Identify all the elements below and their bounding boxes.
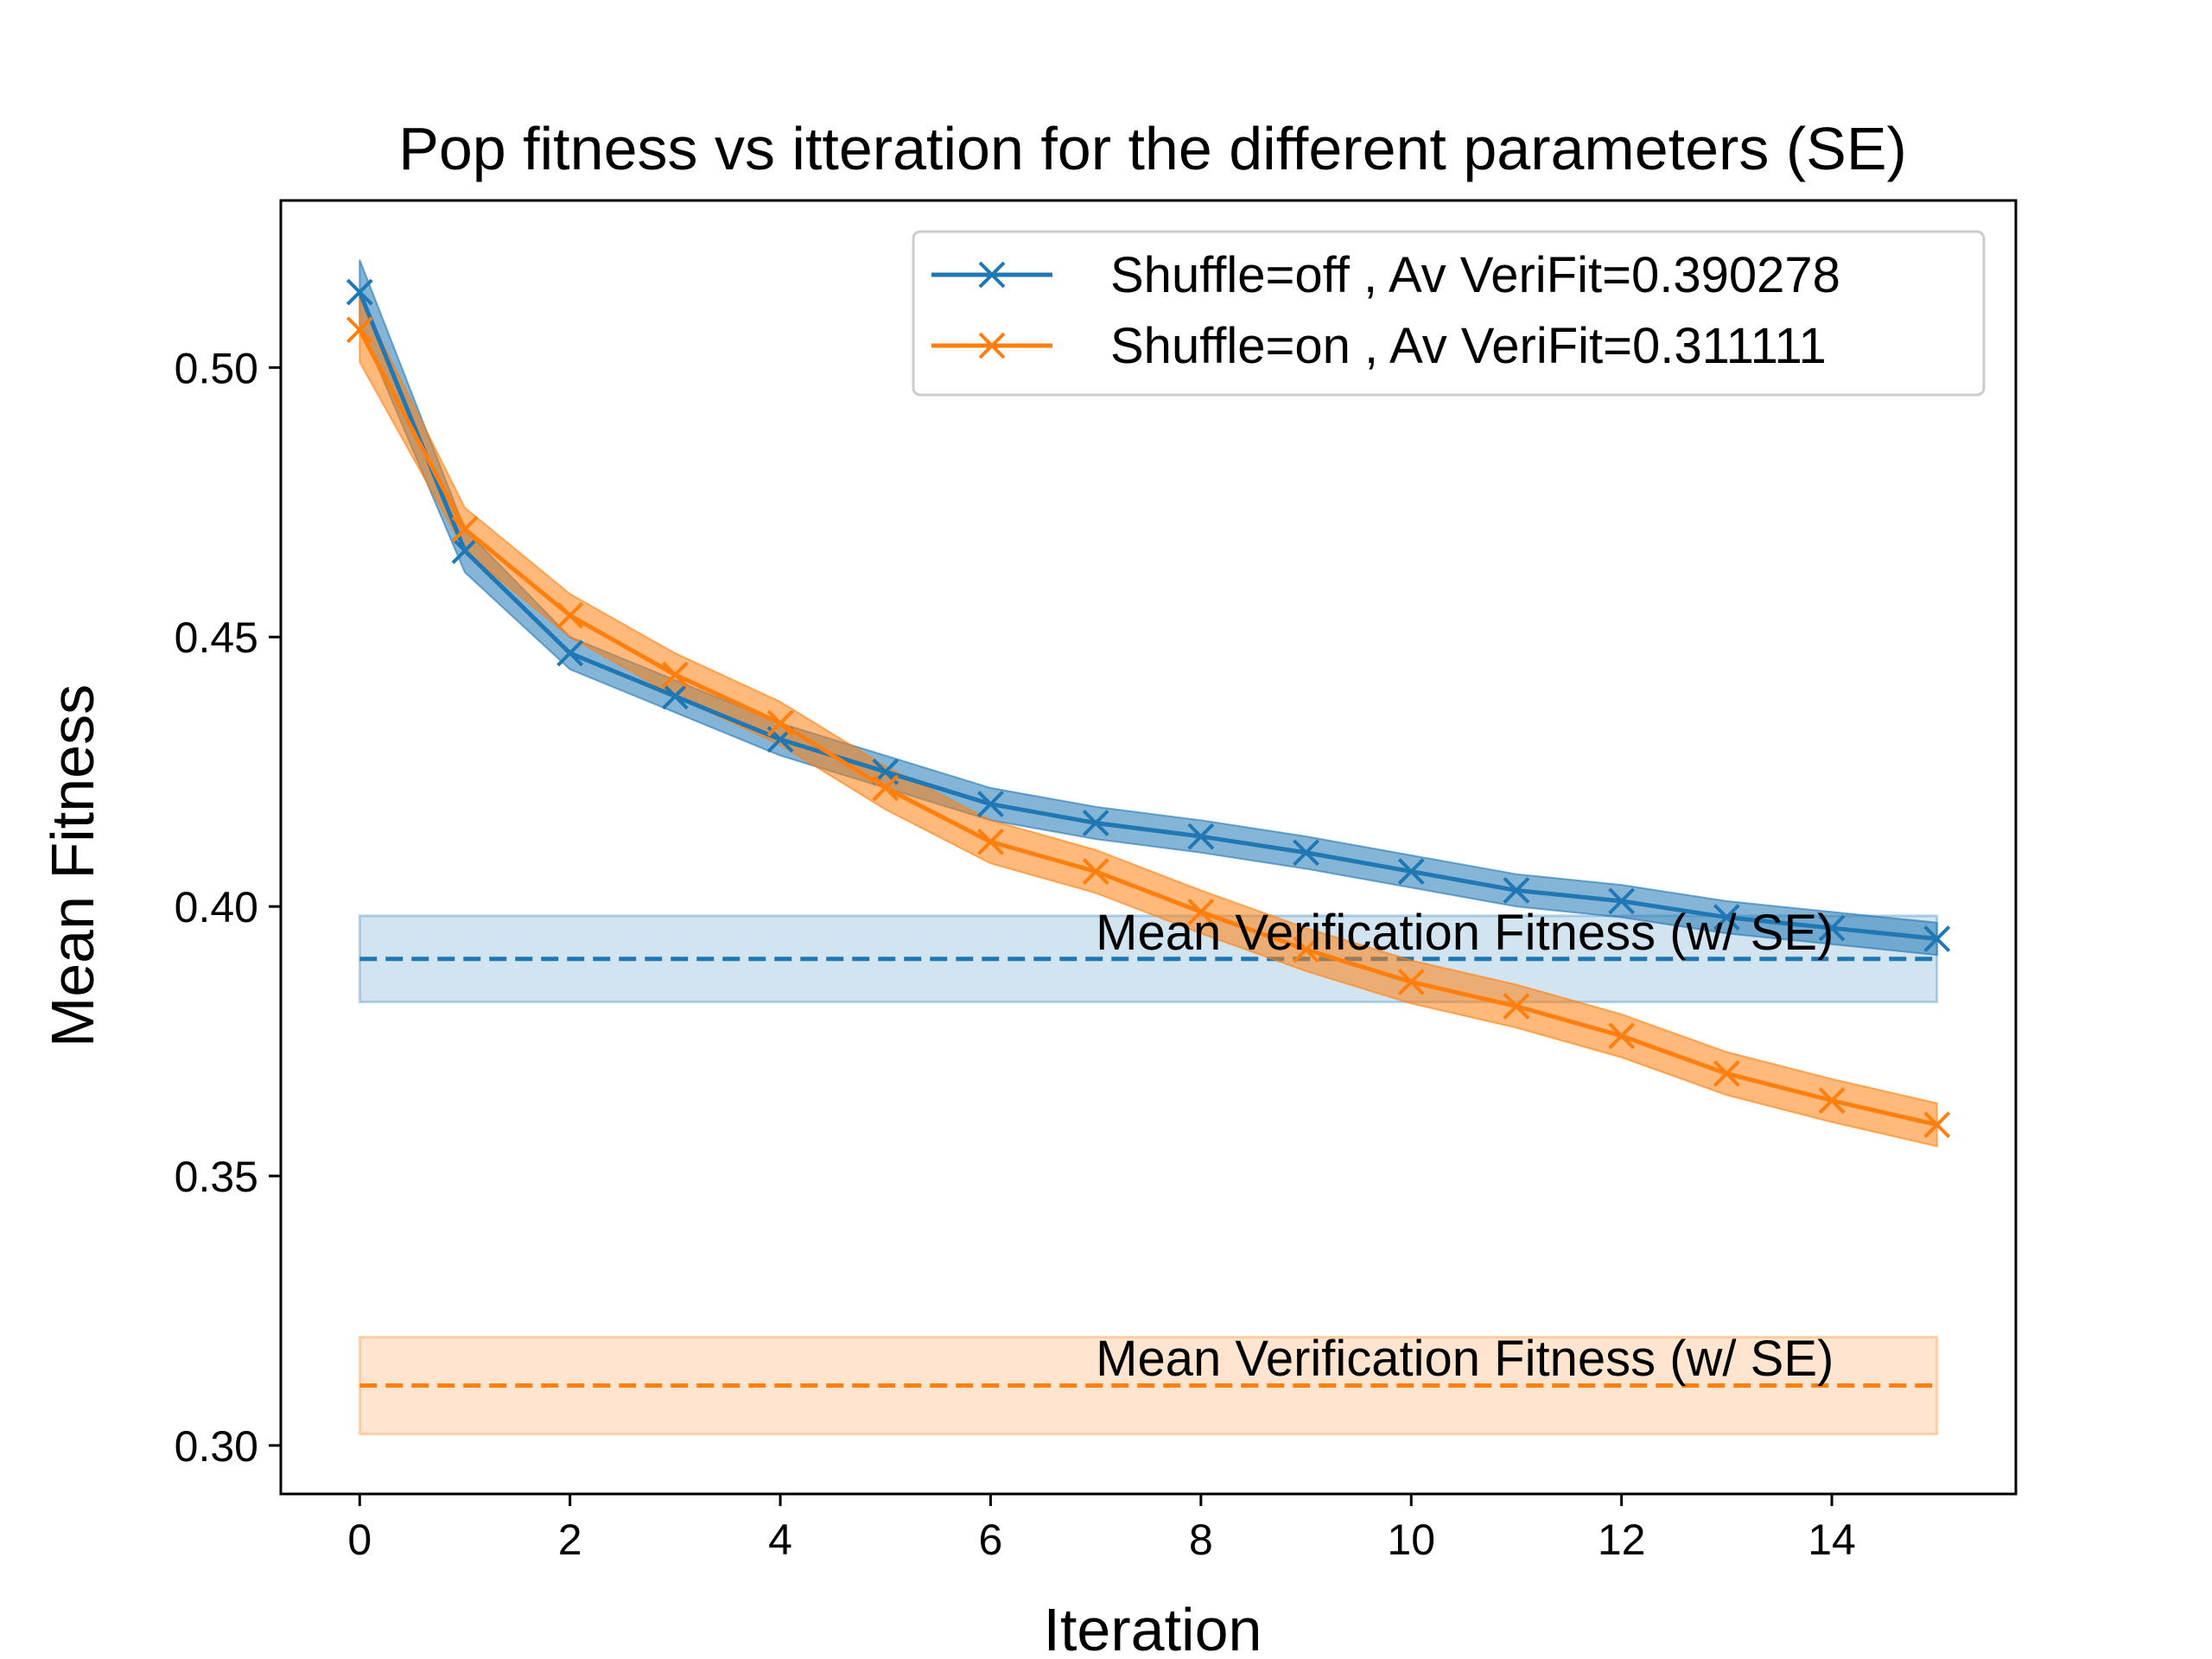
legend-box (912, 230, 1986, 397)
series-0-point-3 (661, 683, 689, 710)
plot-frame (279, 199, 2018, 1496)
x-tick-label-6: 12 (1598, 1516, 1646, 1564)
series-1-point-9 (1293, 936, 1319, 963)
series-0-point-12 (1608, 887, 1636, 915)
series-1-point-8 (1187, 898, 1215, 925)
annotation-0: Mean Verification Fitness (w/ SE) (1096, 905, 1834, 961)
series-1-point-1 (451, 516, 479, 543)
series-0-point-8 (1187, 823, 1215, 850)
series-0-point-0 (346, 278, 373, 306)
series-1-point-14 (1818, 1087, 1846, 1115)
x-axis-label: Iteration (1044, 1596, 1262, 1659)
series-0-point-13 (1713, 904, 1740, 931)
annotation-1: Mean Verification Fitness (w/ SE) (1096, 1331, 1834, 1387)
series-0-point-1 (451, 537, 479, 564)
legend: Shuffle=off , Av VeriFit=0.390278 Shuffle… (912, 230, 1986, 397)
x-tick-label-0: 0 (347, 1516, 372, 1564)
x-tick-label-1: 2 (558, 1516, 582, 1564)
y-tick-label-4: 0.50 (175, 344, 258, 392)
series-1-point-4 (766, 709, 794, 737)
x-axis: 0 2 4 6 8 10 12 14 (347, 1494, 1856, 1564)
series-0-point-6 (977, 791, 1004, 818)
series-1-point-3 (661, 661, 689, 689)
series-0-point-11 (1503, 876, 1530, 904)
series-0-point-14 (1818, 914, 1846, 942)
series-0-point-7 (1082, 810, 1109, 836)
x-tick-label-5: 10 (1387, 1516, 1435, 1564)
x-tick-label-2: 4 (768, 1516, 792, 1564)
series-1-point-12 (1608, 1022, 1636, 1050)
series-0-point-10 (1397, 858, 1425, 885)
y-tick-label-0: 0.30 (175, 1422, 258, 1471)
y-tick-label-1: 0.35 (175, 1153, 258, 1201)
x-tick-label-3: 6 (979, 1516, 1003, 1564)
series-1-point-15 (1923, 1111, 1951, 1139)
series-1-point-6 (977, 828, 1004, 855)
series-line-0 (357, 291, 1937, 942)
y-axis: 0.30 0.35 0.40 0.45 0.50 (175, 344, 281, 1471)
series-1-point-10 (1397, 969, 1425, 995)
plot-area: Mean Verification Fitness (w/ SE) Mean Ve… (346, 259, 1951, 1436)
y-axis-label: Mean Fitness (39, 684, 106, 1047)
series-0-point-9 (1293, 839, 1319, 867)
legend-label-1: Shuffle=on , Av VeriFit=0.311111 (1110, 318, 1827, 374)
series-0-point-2 (556, 639, 584, 667)
y-tick-label-2: 0.40 (175, 883, 258, 931)
series-1-point-11 (1503, 993, 1530, 1020)
chart-title: Pop fitness vs itteration for the differ… (398, 115, 1907, 182)
x-tick-label-4: 8 (1189, 1516, 1213, 1564)
series-1-point-0 (346, 316, 373, 344)
series-1-point-5 (872, 774, 899, 802)
x-tick-label-7: 14 (1808, 1516, 1856, 1564)
series-0-point-15 (1923, 925, 1951, 952)
series-line-1 (358, 328, 1938, 1128)
series-1-point-7 (1082, 858, 1109, 885)
series-1-point-13 (1713, 1060, 1740, 1087)
y-tick-label-3: 0.45 (175, 613, 258, 662)
series-1-point-2 (556, 601, 584, 629)
legend-label-0: Shuffle=off , Av VeriFit=0.390278 (1110, 247, 1840, 303)
legend-marker-0 (978, 261, 1006, 289)
legend-marker-1 (978, 332, 1006, 359)
